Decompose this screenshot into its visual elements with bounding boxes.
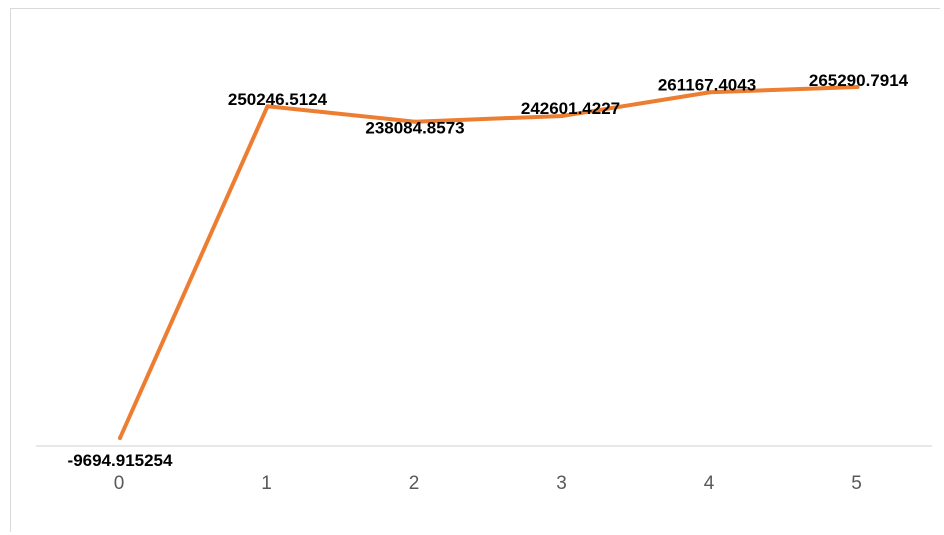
series-layer xyxy=(118,85,860,440)
data-label: 261167.4043 xyxy=(658,75,756,94)
data-label: -9694.915254 xyxy=(68,451,173,470)
data-labels-layer: -9694.915254 250246.5124 238084.8573 242601… xyxy=(68,71,909,470)
data-point xyxy=(265,104,270,109)
x-tick-label: 3 xyxy=(556,473,567,494)
data-label: 242601.4227 xyxy=(521,99,620,118)
data-point xyxy=(560,113,565,118)
data-point xyxy=(413,119,417,124)
x-tick-label: 2 xyxy=(409,473,420,494)
series-line xyxy=(118,85,860,440)
x-tick-label: 4 xyxy=(704,473,715,494)
x-tick-label: 1 xyxy=(261,473,272,494)
data-point xyxy=(708,90,712,95)
data-label: 265290.7914 xyxy=(809,71,909,90)
data-label: 250246.5124 xyxy=(228,90,328,109)
data-point xyxy=(855,85,860,89)
x-ticks-layer: 0 1 2 3 4 5 xyxy=(114,473,862,494)
x-tick-label: 0 xyxy=(114,473,125,494)
chart-frame xyxy=(10,8,940,532)
x-tick-label: 5 xyxy=(851,473,862,494)
data-label: 238084.8573 xyxy=(365,119,464,138)
data-point xyxy=(118,436,122,440)
